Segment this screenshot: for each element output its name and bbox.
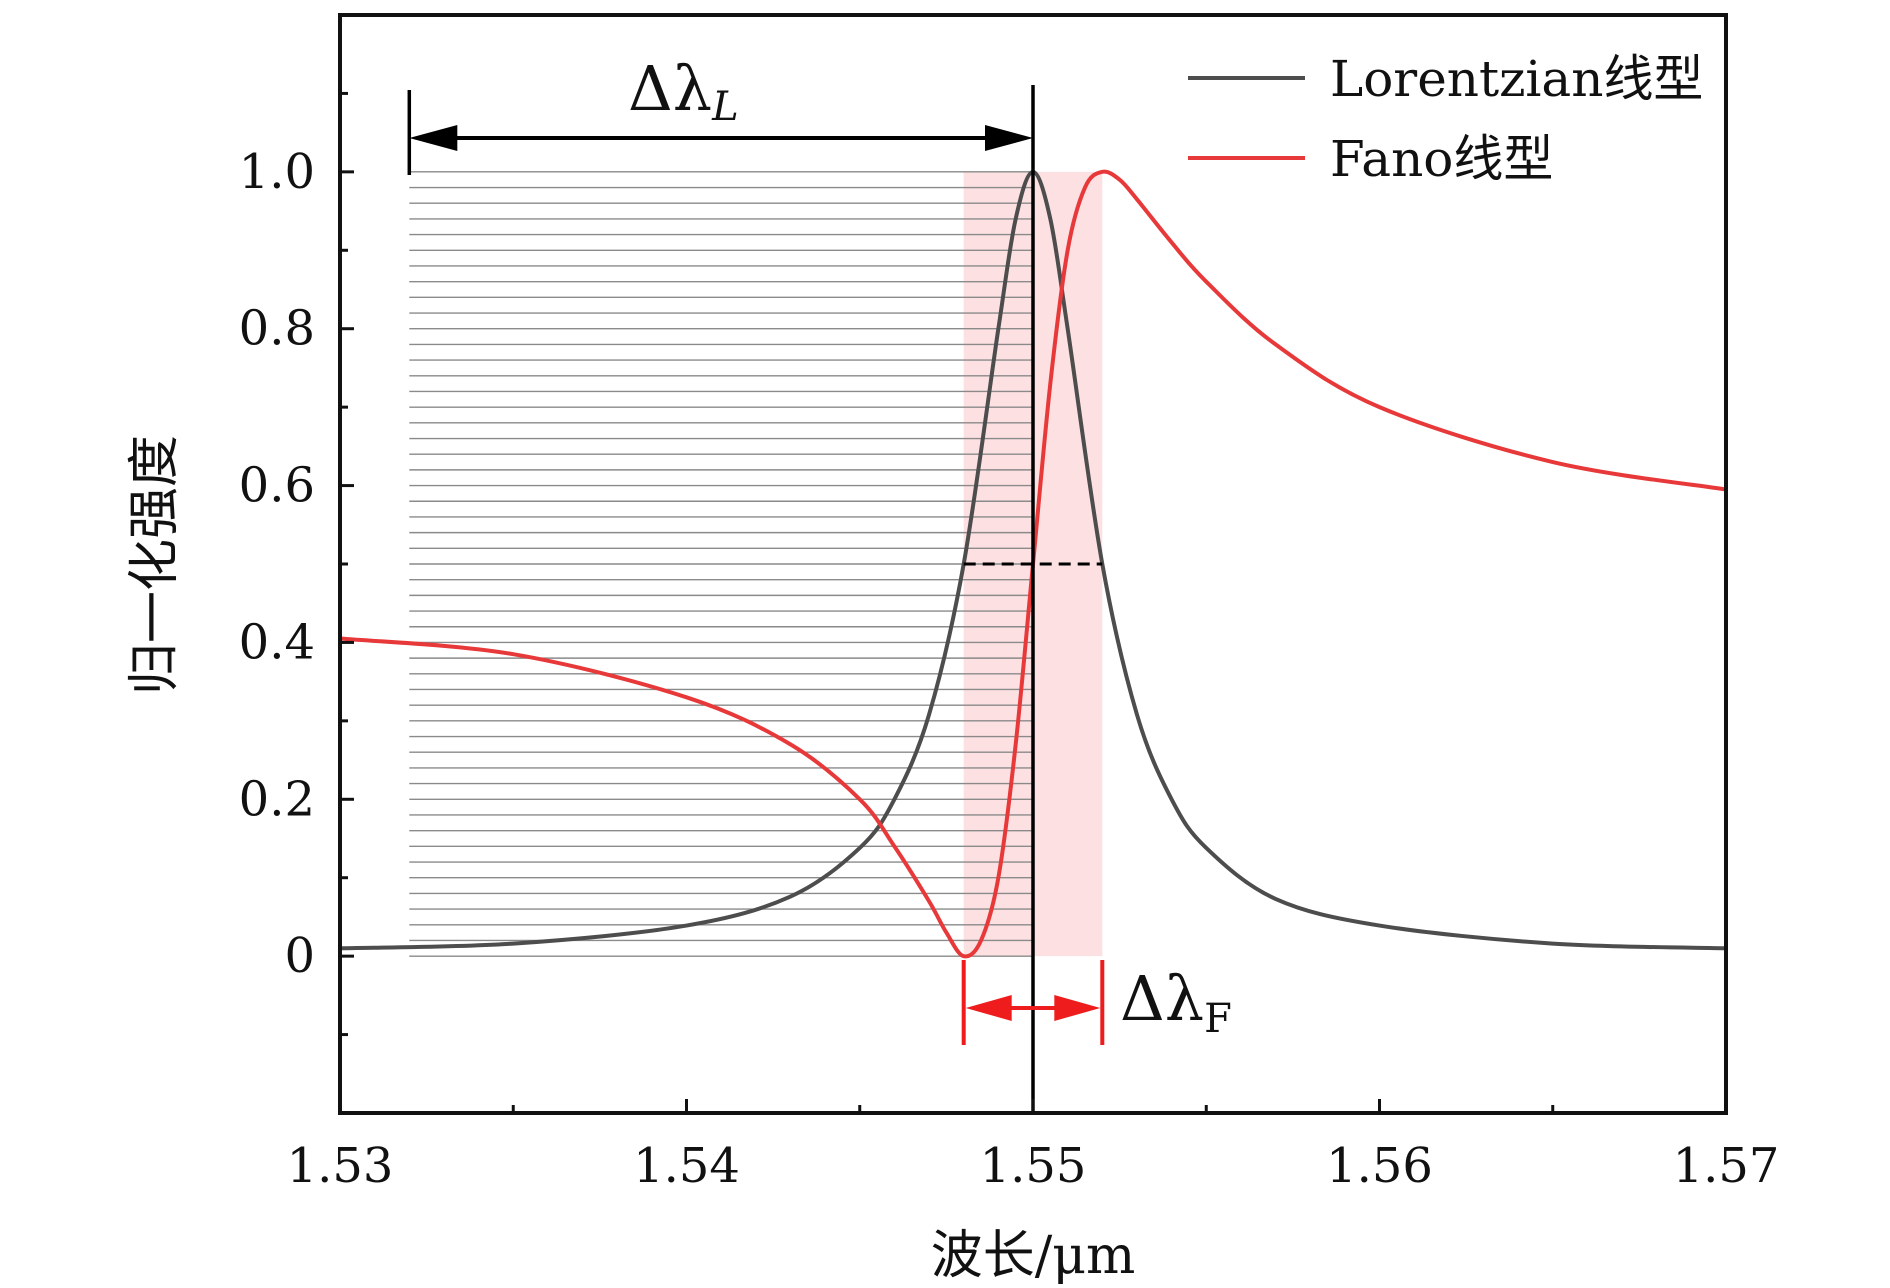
delta-lambda-l-label: ΔλL bbox=[628, 52, 739, 130]
y-tick-label: 0 bbox=[284, 928, 315, 984]
legend-label-fano: Fano线型 bbox=[1330, 130, 1553, 188]
delta-lambda-f-base: Δλ bbox=[1120, 962, 1204, 1035]
delta-f-arrowhead-left bbox=[965, 995, 1012, 1021]
delta-lambda-f-label: ΔλF bbox=[1120, 962, 1232, 1042]
delta-l-arrowhead-left bbox=[409, 125, 458, 151]
hatch-layer bbox=[409, 171, 1033, 957]
x-tick-label: 1.53 bbox=[287, 1138, 394, 1194]
y-tick-label: 0.8 bbox=[239, 301, 315, 357]
x-tick-label: 1.54 bbox=[633, 1138, 740, 1194]
x-axis-title: 波长/μm bbox=[931, 1226, 1136, 1286]
legend-label-lorentzian: Lorentzian线型 bbox=[1330, 50, 1703, 108]
y-tick-label: 0.6 bbox=[239, 458, 315, 514]
x-tick-label: 1.55 bbox=[980, 1138, 1087, 1194]
y-tick-label: 1.0 bbox=[239, 144, 315, 200]
delta-lambda-l-base: Δλ bbox=[628, 52, 712, 125]
x-tick-label: 1.56 bbox=[1326, 1138, 1433, 1194]
x-tick-label: 1.57 bbox=[1673, 1138, 1780, 1194]
y-tick-label: 0.2 bbox=[239, 771, 315, 827]
delta-lambda-f-sub: F bbox=[1204, 996, 1232, 1042]
tick-layer: 1.53 1.54 1.55 1.56 1.57 0 0.2 0.4 0.6 0.8 1.0 bbox=[239, 91, 1780, 1194]
delta-lambda-l-sub: L bbox=[711, 84, 739, 130]
legend: Lorentzian线型 Fano线型 bbox=[1188, 50, 1703, 188]
y-tick-label: 0.4 bbox=[239, 614, 315, 670]
delta-f-arrowhead-right bbox=[1054, 995, 1101, 1021]
annotation-layer bbox=[407, 85, 1105, 1113]
y-axis-title: 归一化强度 bbox=[125, 435, 185, 695]
delta-l-arrowhead-right bbox=[985, 125, 1033, 151]
